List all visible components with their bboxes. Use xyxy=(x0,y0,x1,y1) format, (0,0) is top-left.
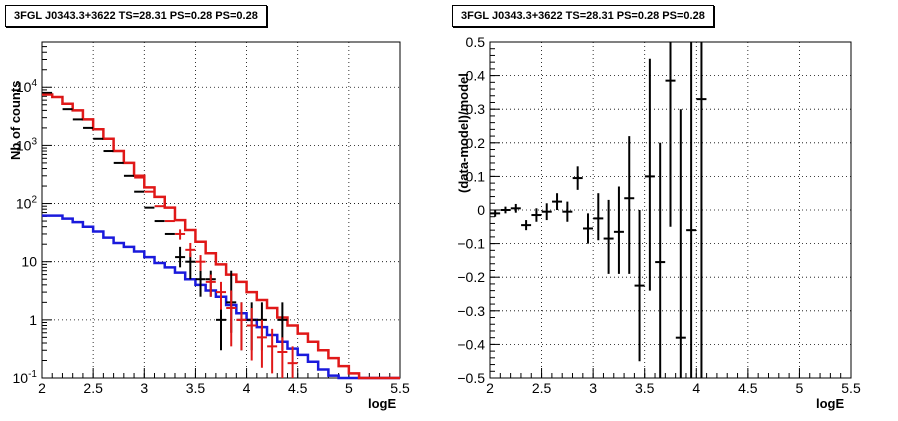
left-x-tick-label: 4.5 xyxy=(288,380,308,396)
right-x-tick-label: 3.5 xyxy=(635,380,655,396)
right-x-tick-label: 2.5 xyxy=(532,380,552,396)
right-data-point-0 xyxy=(531,208,542,222)
right-y-tick-label: −0.4 xyxy=(457,336,485,352)
left-data-point-3 xyxy=(277,337,288,378)
right-data-point-0 xyxy=(675,109,686,378)
left-data-point-3 xyxy=(287,346,298,378)
left-y-tick-label: 103 xyxy=(16,136,38,153)
right-x-tick-label: 3 xyxy=(589,380,597,396)
right-y-tick-label: 0.1 xyxy=(466,168,486,184)
left-y-axis-label: Nb of counts xyxy=(8,80,23,160)
right-data-point-0 xyxy=(624,136,635,274)
right-x-tick-label: 5 xyxy=(796,380,804,396)
right-data-point-0 xyxy=(603,199,614,274)
left-data-point-2 xyxy=(175,246,186,268)
left-x-tick-label: 2 xyxy=(38,380,46,396)
right-data-point-0 xyxy=(686,42,697,378)
left-y-tick-label: 10 xyxy=(21,254,37,270)
right-data-point-0 xyxy=(510,203,521,213)
right-data-point-0 xyxy=(655,142,666,378)
right-x-tick-label: 4.5 xyxy=(738,380,758,396)
left-y-tick-label: 104 xyxy=(16,78,38,95)
right-y-axis-label: (data-model)/model xyxy=(456,73,471,193)
right-x-axis-label: logE xyxy=(816,396,845,411)
left-data-point-3 xyxy=(175,229,186,240)
left-data-point-3 xyxy=(185,242,196,258)
left-data-point-2 xyxy=(195,270,206,297)
right-y-tick-label: −0.2 xyxy=(457,269,485,285)
right-y-tick-label: −0.1 xyxy=(457,236,485,252)
right-data-point-0 xyxy=(521,220,532,231)
right-y-tick-label: 0.5 xyxy=(466,34,486,50)
right-data-point-0 xyxy=(490,210,501,217)
left-data-point-3 xyxy=(216,281,226,310)
left-data-point-3 xyxy=(195,255,206,271)
right-data-point-0 xyxy=(696,42,707,378)
right-y-tick-label: −0.3 xyxy=(457,303,485,319)
left-data-point-3 xyxy=(256,319,267,368)
right-data-point-0 xyxy=(582,213,593,244)
right-x-tick-label: 4 xyxy=(692,380,700,396)
left-x-axis-label: logE xyxy=(368,396,397,411)
left-data-point-2 xyxy=(216,302,226,351)
left-x-tick-label: 2.5 xyxy=(83,380,103,396)
right-y-tick-label: 0.3 xyxy=(466,101,486,117)
right-data-point-0 xyxy=(552,193,563,210)
right-y-tick-label: −0.5 xyxy=(457,370,485,386)
left-y-tick-label: 102 xyxy=(16,195,38,212)
right-data-point-0 xyxy=(665,42,676,227)
left-x-tick-label: 5.5 xyxy=(390,380,410,396)
right-data-point-0 xyxy=(572,166,583,190)
left-chart-title: 3FGL J0343.3+3622 TS=28.31 PS=0.28 PS=0.… xyxy=(5,5,267,27)
left-x-tick-label: 4 xyxy=(243,380,251,396)
right-data-point-0 xyxy=(634,210,645,362)
left-x-tick-label: 5 xyxy=(345,380,353,396)
right-x-tick-label: 2 xyxy=(486,380,494,396)
left-x-tick-label: 3.5 xyxy=(186,380,206,396)
left-data-point-3 xyxy=(246,307,257,361)
right-y-tick-label: 0.2 xyxy=(466,135,486,151)
left-plot-frame xyxy=(41,41,401,379)
left-x-tick-label: 3 xyxy=(140,380,148,396)
left-data-point-3 xyxy=(205,274,216,297)
right-data-point-0 xyxy=(644,58,655,291)
left-y-tick-label: 1 xyxy=(29,312,37,328)
right-data-point-0 xyxy=(500,206,511,214)
left-data-point-3 xyxy=(226,290,237,347)
right-y-tick-label: 0.4 xyxy=(466,68,486,84)
left-data-point-3 xyxy=(236,302,247,351)
right-chart-title: 3FGL J0343.3+3622 TS=28.31 PS=0.28 PS=0.… xyxy=(452,5,714,27)
right-y-tick-label: 0 xyxy=(477,202,485,218)
right-data-point-0 xyxy=(541,203,552,221)
right-x-tick-label: 5.5 xyxy=(841,380,861,396)
right-data-point-0 xyxy=(562,201,573,222)
right-data-point-0 xyxy=(593,193,604,241)
left-histogram-series-1 xyxy=(42,93,400,380)
right-data-point-0 xyxy=(613,186,624,274)
left-data-point-3 xyxy=(267,328,278,374)
left-y-tick-label: 10-1 xyxy=(13,369,38,386)
left-data-point-2 xyxy=(185,253,196,280)
